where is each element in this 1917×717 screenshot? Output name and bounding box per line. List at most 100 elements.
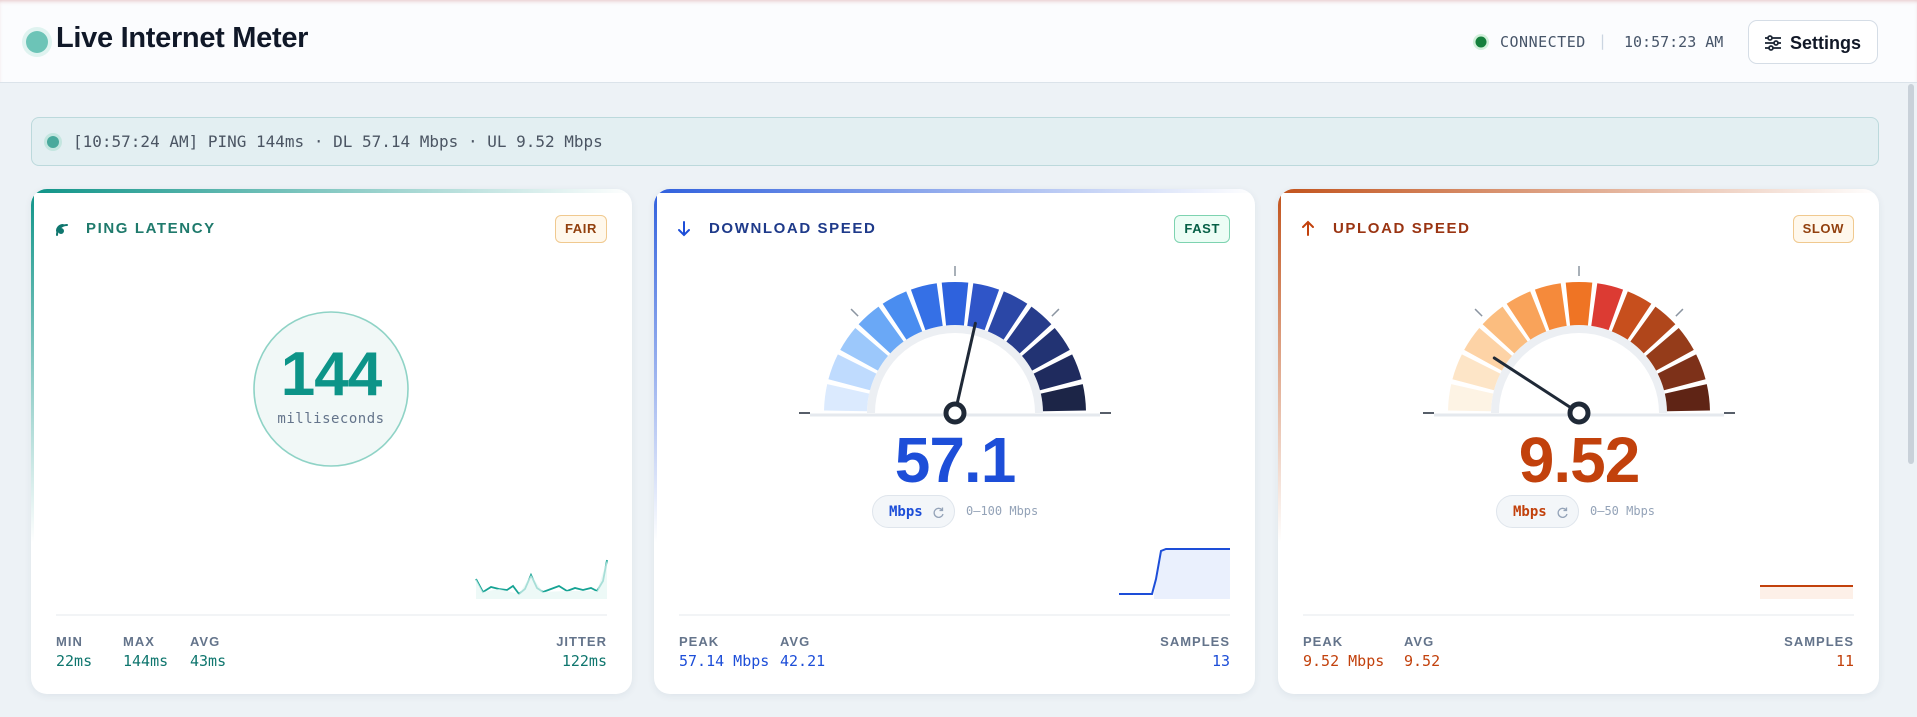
ticker: [10:57:24 AM] PING 144ms · DL 57.14 Mbps… bbox=[31, 117, 1879, 166]
sparkline-fill bbox=[1154, 549, 1230, 599]
stat-value: 57.14 Mbps bbox=[679, 652, 770, 670]
gauge-segment bbox=[1506, 291, 1547, 340]
stat-value: 9.52 Mbps bbox=[1303, 652, 1385, 670]
gauge-segment bbox=[1033, 354, 1082, 391]
icon-path bbox=[1302, 220, 1314, 236]
unit-pill: Mbps bbox=[1496, 495, 1579, 528]
app-title: Live Internet Meter bbox=[56, 22, 309, 54]
gauge-segment bbox=[987, 291, 1028, 340]
card-left-accent bbox=[654, 189, 657, 694]
icon-dot bbox=[58, 228, 64, 234]
refresh-icon bbox=[933, 507, 944, 518]
unit-label: Mbps bbox=[889, 504, 923, 520]
gauge-segment bbox=[1664, 384, 1710, 412]
unit-label: Mbps bbox=[1513, 504, 1547, 520]
stat-label: AVG bbox=[1404, 634, 1435, 649]
gauge-track bbox=[1491, 325, 1667, 414]
sparkline bbox=[1119, 548, 1230, 595]
card-left-accent bbox=[1278, 189, 1281, 694]
gauge-segment bbox=[1040, 384, 1086, 412]
scrollbar bbox=[1908, 84, 1914, 464]
gauge-segment bbox=[967, 283, 1000, 331]
gauge-hub bbox=[1567, 401, 1591, 425]
status-dot bbox=[1473, 34, 1489, 50]
card-label: PING LATENCY bbox=[86, 220, 216, 237]
card-icon bbox=[678, 221, 690, 237]
gauge-segment bbox=[941, 282, 969, 326]
card-top-accent bbox=[1278, 189, 1879, 193]
gauge-segment bbox=[1630, 306, 1676, 354]
ticker-text: [10:57:24 AM] PING 144ms · DL 57.14 Mbps… bbox=[73, 132, 603, 151]
gauge-tick bbox=[850, 308, 859, 317]
gauge-segment bbox=[1452, 354, 1501, 391]
card-graphics bbox=[678, 221, 1230, 616]
stat-value: 11 bbox=[1835, 652, 1854, 670]
gauge-segment bbox=[1611, 291, 1652, 340]
ping-value: 144 bbox=[280, 340, 382, 409]
stat-label: SAMPLES bbox=[1160, 634, 1230, 649]
ping-unit: milliseconds bbox=[277, 411, 385, 427]
gauge-tick bbox=[1051, 308, 1060, 317]
range-label: 0–100 Mbps bbox=[966, 504, 1039, 518]
stat-label: MIN bbox=[56, 634, 83, 649]
card: UPLOAD SPEED SLOW 9.52 Mbps 0–50 Mbps PEAK 9.5… bbox=[1278, 189, 1879, 694]
card-graphics bbox=[1302, 220, 1854, 616]
sparkline-fill bbox=[1760, 586, 1853, 599]
card-icon bbox=[1302, 220, 1314, 236]
icon-path bbox=[678, 221, 690, 237]
card-graphics bbox=[56, 224, 608, 616]
badge: FAIR bbox=[554, 215, 607, 243]
gauge-segment bbox=[1657, 354, 1706, 391]
gauge-value: 9.52 bbox=[1518, 424, 1641, 496]
card: DOWNLOAD SPEED FAST 57.1 Mbps 0–100 Mbps PEAK… bbox=[654, 189, 1255, 694]
card-top-accent bbox=[654, 189, 1255, 193]
card-icon bbox=[56, 224, 68, 236]
stat-value: 144ms bbox=[123, 652, 169, 670]
stat-label: AVG bbox=[780, 634, 811, 649]
stat-label: AVG bbox=[190, 634, 221, 649]
gauge-needle bbox=[953, 321, 977, 415]
badge: FAST bbox=[1174, 215, 1230, 243]
gauge-hub bbox=[943, 401, 967, 425]
clock: 10:57:23 AM bbox=[1624, 33, 1724, 51]
refresh-icon bbox=[1557, 507, 1568, 518]
refresh-path bbox=[1557, 507, 1568, 518]
status-text: CONNECTED bbox=[1500, 33, 1586, 51]
card-label: UPLOAD SPEED bbox=[1333, 220, 1471, 237]
header: Live Internet Meter CONNECTED | 10:57:23… bbox=[0, 0, 1917, 83]
gauge-segment bbox=[828, 354, 877, 391]
gauge-segment bbox=[1021, 328, 1070, 371]
settings-button[interactable]: Settings bbox=[1748, 20, 1878, 64]
separator: | bbox=[1598, 32, 1608, 50]
icon-path bbox=[56, 224, 68, 236]
gauge-segment bbox=[1565, 282, 1593, 326]
gauge-segment bbox=[1591, 283, 1624, 331]
card: PING LATENCY FAIR 144 milliseconds MIN 22ms MA… bbox=[31, 189, 632, 694]
gauge-track bbox=[867, 325, 1043, 414]
range-label: 0–50 Mbps bbox=[1590, 504, 1656, 518]
sparkline bbox=[475, 559, 608, 596]
settings-label: Settings bbox=[1790, 33, 1862, 53]
stat-value: 42.21 bbox=[780, 652, 826, 670]
sparkline-fill bbox=[476, 560, 607, 599]
unit-pill: Mbps bbox=[872, 495, 955, 528]
stat-value: 9.52 bbox=[1404, 652, 1441, 670]
stat-label: PEAK bbox=[1303, 634, 1344, 649]
gauge-segment bbox=[1534, 283, 1567, 331]
stat-value: 43ms bbox=[190, 652, 227, 670]
stat-label: MAX bbox=[123, 634, 155, 649]
gauge-segment bbox=[840, 328, 889, 371]
stat-label: PEAK bbox=[679, 634, 720, 649]
gauge-segment bbox=[824, 384, 870, 412]
gauge-value: 57.1 bbox=[894, 424, 1017, 496]
gauge-tick bbox=[1474, 308, 1483, 317]
card-left-accent bbox=[31, 189, 34, 694]
stat-label: SAMPLES bbox=[1784, 634, 1854, 649]
card-top-accent bbox=[31, 189, 632, 193]
gauge-needle bbox=[1492, 356, 1581, 415]
refresh-path bbox=[933, 507, 944, 518]
gauge-segment bbox=[910, 283, 943, 331]
gauge-segment bbox=[1006, 306, 1052, 354]
badge: SLOW bbox=[1792, 215, 1854, 243]
